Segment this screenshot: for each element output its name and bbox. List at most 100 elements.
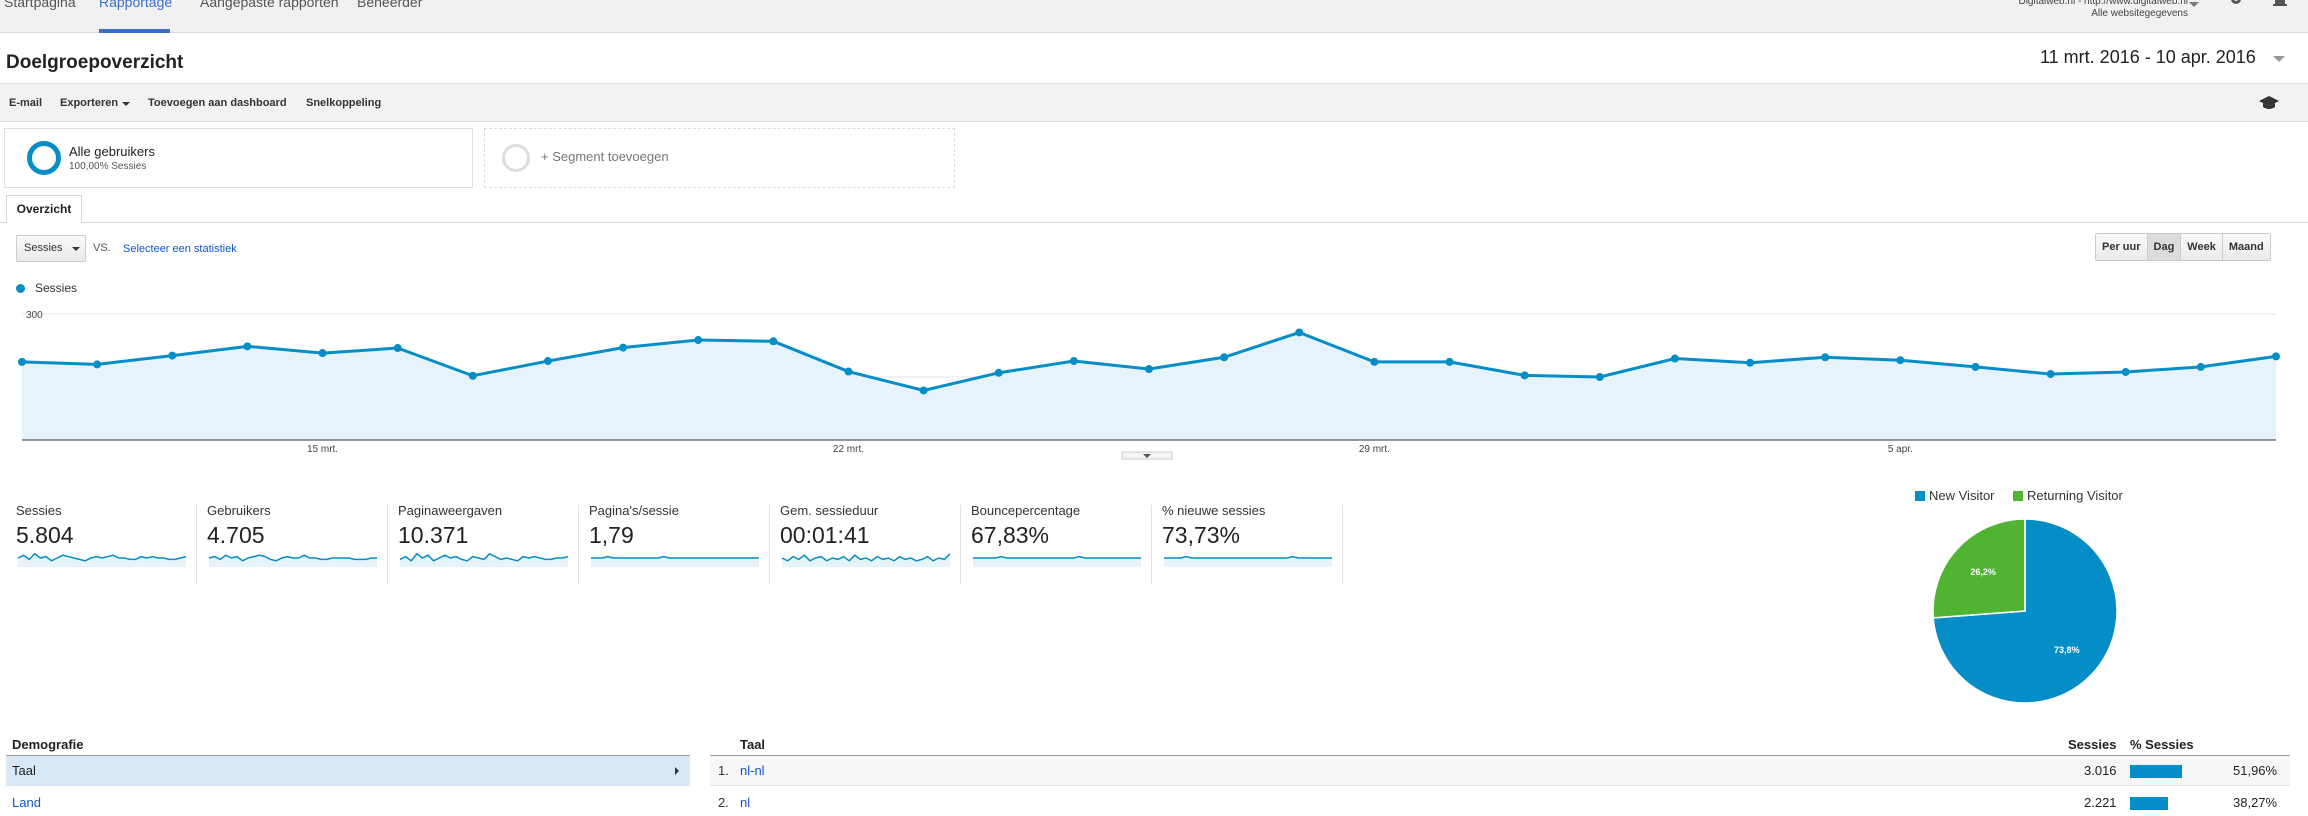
data-point	[93, 360, 102, 369]
tab-beheerder[interactable]: Beheerder	[357, 0, 423, 10]
date-range-chevron-icon[interactable]	[2273, 56, 2285, 62]
export-chevron-icon[interactable]	[122, 102, 130, 106]
scorecard-label: Bouncepercentage	[971, 503, 1081, 518]
add-to-dashboard-button[interactable]: Toevoegen aan dashboard	[148, 97, 287, 109]
tab-rapportage[interactable]: Rapportage	[99, 0, 173, 10]
granularity-maand[interactable]: Maand	[2222, 234, 2270, 260]
demographics-item-land[interactable]: Land	[12, 795, 41, 810]
demographics-row-selected[interactable]	[6, 756, 690, 786]
pie-legend-returning: Returning Visitor	[2013, 488, 2123, 503]
scorecard-value: 5.804	[16, 522, 74, 548]
add-segment-button[interactable]: + Segment toevoegen	[484, 128, 955, 188]
scorecard-sparkline	[781, 553, 951, 567]
tab-overzicht[interactable]: Overzicht	[6, 195, 82, 223]
scorecard[interactable]: % nieuwe sessies 73,73%	[1162, 503, 1342, 583]
sparkline-area	[973, 556, 1141, 567]
demographics-item-taal[interactable]: Taal	[12, 763, 36, 778]
graduation-cap-icon[interactable]	[2258, 95, 2280, 111]
data-point	[2272, 352, 2280, 361]
pie-slice	[1932, 518, 2026, 619]
table-row-name[interactable]: nl-nl	[740, 763, 765, 778]
granularity-week[interactable]: Week	[2181, 234, 2223, 260]
sparkline-line	[208, 554, 377, 562]
table-header-pct-sessies[interactable]: % Sessies	[2130, 737, 2194, 752]
report-toolbar: E-mail Exporteren Toevoegen aan dashboar…	[0, 83, 2308, 122]
tab-aangepaste-rapporten[interactable]: Aangepaste rapporten	[200, 0, 339, 10]
tab-startpagina[interactable]: Startpagina	[4, 0, 76, 10]
export-button[interactable]: Exporteren	[60, 97, 119, 109]
scorecard-sparkline	[973, 555, 1141, 567]
scorecard-divider	[196, 505, 197, 585]
data-point	[1295, 328, 1304, 337]
segment-ring-icon	[27, 141, 61, 175]
scorecard-value: 00:01:41	[780, 522, 870, 548]
segment-name: Alle gebruikers	[69, 144, 155, 159]
sparkline-line	[1164, 555, 1332, 559]
gear-icon[interactable]	[2228, 0, 2244, 8]
sparkline-area	[782, 553, 950, 567]
table-row-rank: 1.	[718, 763, 729, 778]
scorecard[interactable]: Pagina's/sessie 1,79	[589, 503, 769, 583]
sparkline-line	[399, 552, 569, 562]
table-row-name[interactable]: nl	[740, 795, 751, 810]
chevron-down-icon[interactable]	[2189, 2, 2199, 7]
table-header-taal: Taal	[740, 737, 766, 752]
pie-legend-returning-label: Returning Visitor	[2027, 488, 2123, 503]
data-point	[1445, 357, 1454, 366]
shortcut-button[interactable]: Snelkoppeling	[306, 97, 382, 109]
table-row-pct-bar	[2130, 797, 2169, 810]
scorecard[interactable]: Bouncepercentage 67,83%	[971, 503, 1151, 583]
x-tick-label: 15 mrt.	[307, 444, 338, 455]
x-tick-label: 22 mrt.	[833, 444, 864, 455]
data-point	[1595, 373, 1604, 381]
scorecard-divider	[578, 505, 579, 585]
y-tick-label: 300	[26, 310, 43, 321]
segment-all-users[interactable]: Alle gebruikers 100,00% Sessies	[4, 128, 473, 188]
legend-label: Sessies	[35, 281, 78, 295]
pie-slice-label: 26,2%	[1970, 567, 1996, 577]
data-point	[543, 357, 552, 366]
x-tick-label: 5 apr.	[1888, 444, 1913, 455]
scorecard-value: 73,73%	[1162, 522, 1241, 548]
data-point	[2196, 362, 2205, 371]
granularity-per-uur[interactable]: Per uur	[2096, 234, 2148, 260]
scorecard-divider	[960, 505, 961, 585]
scorecard-divider	[387, 505, 388, 585]
scorecard[interactable]: Paginaweergaven 10.371	[398, 503, 578, 583]
pie-legend-new: New Visitor	[1915, 488, 1995, 503]
table-row-pct-bar	[2130, 765, 2182, 778]
scorecard-label: Paginaweergaven	[398, 503, 503, 518]
vs-label: VS.	[93, 242, 111, 254]
scorecard[interactable]: Sessies 5.804	[16, 503, 196, 583]
metric-chevron-icon[interactable]	[72, 247, 80, 251]
data-point	[1520, 371, 1529, 380]
data-point	[1746, 358, 1755, 367]
scorecard-label: % nieuwe sessies	[1162, 503, 1266, 518]
sparkline-line	[17, 552, 187, 562]
data-point	[619, 343, 628, 352]
select-metric-link[interactable]: Selecteer een statistiek	[123, 243, 237, 255]
scorecard-value: 67,83%	[971, 522, 1050, 548]
table-header-sessies[interactable]: Sessies	[2068, 737, 2117, 752]
data-point	[2046, 370, 2055, 379]
scorecard[interactable]: Gem. sessieduur 00:01:41	[780, 503, 960, 583]
table-row-sessions: 2.221	[2084, 795, 2117, 810]
sparkline-area	[1164, 556, 1332, 567]
data-point	[919, 386, 928, 395]
scorecard-label: Gebruikers	[207, 503, 271, 518]
account-name: Digitalweb.nl - http://www.digitalweb.nl	[2018, 0, 2188, 7]
account-selector[interactable]: Digitalweb.nl - http://www.digitalweb.nl…	[2018, 0, 2188, 20]
new-visitor-swatch	[1915, 491, 1925, 501]
granularity-dag[interactable]: Dag	[2147, 234, 2182, 260]
segment-percentage: 100,00% Sessies	[69, 161, 147, 172]
bell-icon[interactable]	[2272, 0, 2288, 8]
scorecard[interactable]: Gebruikers 4.705	[207, 503, 387, 583]
data-point	[243, 342, 252, 351]
date-range-picker[interactable]: 11 mrt. 2016 - 10 apr. 2016	[2040, 47, 2256, 67]
scorecard-value: 4.705	[207, 522, 265, 548]
pie-legend-new-label: New Visitor	[1929, 488, 1995, 503]
add-segment-label: + Segment toevoegen	[541, 149, 669, 164]
scorecard-divider	[1342, 505, 1343, 585]
table-row-sessions: 3.016	[2084, 763, 2117, 778]
email-button[interactable]: E-mail	[9, 97, 43, 109]
